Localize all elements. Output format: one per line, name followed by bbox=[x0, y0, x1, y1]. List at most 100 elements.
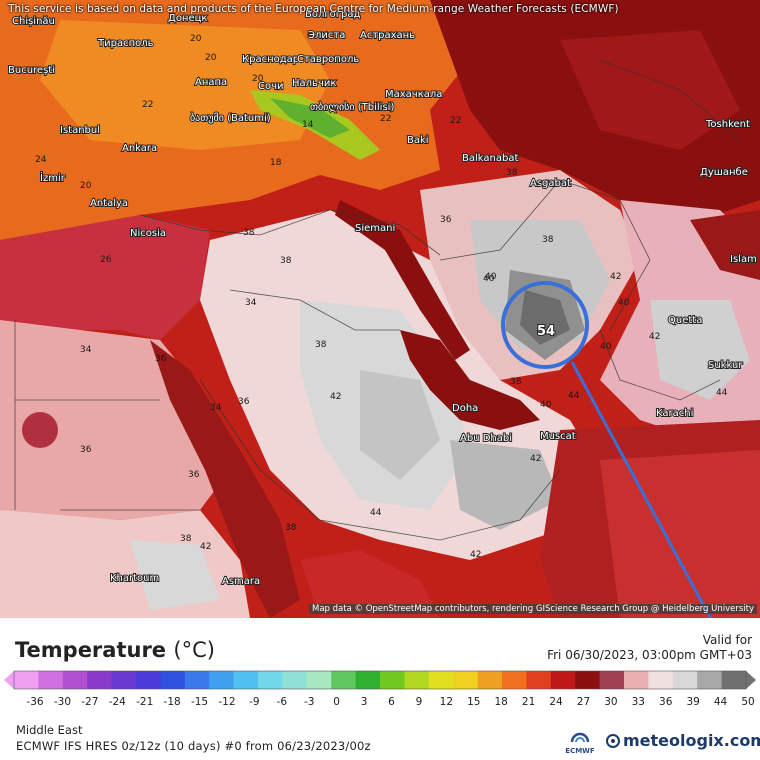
place-labels: Chișinău Донецк Волгоград Тирасполь Элиста Ас… bbox=[7, 8, 758, 588]
place-label: Ankara bbox=[122, 143, 157, 154]
colorbar-swatch bbox=[672, 671, 698, 689]
colorbar-swatch bbox=[648, 671, 674, 689]
place-label: Abu Dhabi bbox=[460, 433, 512, 444]
ecmwf-icon bbox=[570, 732, 590, 743]
place-label: Doha bbox=[452, 403, 478, 414]
temperature-label: 40 bbox=[618, 298, 630, 308]
temperature-label: 44 bbox=[370, 508, 382, 518]
temperature-label: 44 bbox=[568, 391, 580, 401]
place-label: Донецк bbox=[168, 13, 207, 24]
meteologix-label: meteologix.com bbox=[623, 731, 760, 750]
place-label: Волгоград bbox=[305, 9, 360, 20]
colorbar bbox=[4, 670, 756, 690]
highlight-circle bbox=[501, 281, 589, 369]
ecmwf-logo[interactable]: ECMWF bbox=[562, 728, 598, 756]
colorbar-tick-label: -6 bbox=[276, 696, 288, 708]
temperature-label: 38 bbox=[285, 523, 297, 533]
temperature-label: 42 bbox=[470, 550, 481, 560]
temperature-label: 36 bbox=[155, 354, 167, 364]
colorbar-swatch bbox=[38, 671, 64, 689]
colorbar-tick-label: 50 bbox=[741, 696, 755, 708]
colorbar-tick-label: 3 bbox=[360, 696, 368, 708]
colorbar-tick-label: -36 bbox=[26, 696, 44, 708]
temperature-labels: 2020202214222422182026383438364042403836… bbox=[35, 34, 728, 560]
place-label: Istanbul bbox=[60, 125, 100, 136]
colorbar-swatch bbox=[502, 671, 527, 689]
temperature-label: 20 bbox=[205, 53, 217, 63]
place-label: Toshkent bbox=[705, 119, 750, 130]
colorbar-tick-label: -15 bbox=[190, 696, 209, 708]
temperature-label: 40 bbox=[540, 400, 552, 410]
colorbar-tick-label: -3 bbox=[303, 696, 315, 708]
colorbar-swatch bbox=[477, 671, 503, 689]
place-label: Asgabat bbox=[530, 178, 571, 189]
place-label: Астрахань bbox=[360, 30, 415, 41]
place-label: Quetta bbox=[668, 315, 702, 326]
temperature-label: 22 bbox=[380, 114, 391, 124]
colorbar-tick-label: -21 bbox=[136, 696, 154, 708]
place-label: თბილისი (Tbilisi) bbox=[310, 101, 394, 113]
temperature-label: 38 bbox=[542, 235, 554, 245]
colorbar-swatch bbox=[62, 671, 88, 689]
temperature-label: 22 bbox=[450, 116, 461, 126]
temperature-map[interactable]: 54 Chișinău Донецк Волгоград Тирасполь Элист… bbox=[0, 0, 760, 618]
temperature-label: 14 bbox=[302, 120, 314, 130]
temperature-label: 38 bbox=[510, 377, 522, 387]
temperature-label: 42 bbox=[200, 542, 211, 552]
place-label: Элиста bbox=[308, 30, 345, 41]
colorbar-tick-label: -24 bbox=[108, 696, 126, 708]
colorbar-swatch bbox=[282, 671, 308, 689]
legend-title-text: Temperature bbox=[15, 638, 167, 662]
place-label: Sukkur bbox=[708, 360, 743, 371]
colorbar-tick-label: 0 bbox=[333, 696, 340, 708]
temperature-label: 34 bbox=[245, 298, 257, 308]
colorbar-max-arrow bbox=[746, 671, 756, 689]
temperature-label: 20 bbox=[252, 74, 264, 84]
place-label: Khartoum bbox=[110, 573, 159, 584]
map-canvas: 54 Chișinău Донецк Волгоград Тирасполь Элист… bbox=[0, 0, 760, 618]
temperature-label: 42 bbox=[330, 392, 341, 402]
temperature-label: 34 bbox=[80, 345, 92, 355]
place-label: Махачкала bbox=[385, 89, 442, 100]
temperature-label: 44 bbox=[716, 388, 728, 398]
colorbar-swatch bbox=[209, 671, 235, 689]
temperature-label: 38 bbox=[243, 228, 255, 238]
colorbar-tick-label: 18 bbox=[494, 696, 508, 708]
temperature-label: 24 bbox=[35, 155, 47, 165]
place-label: Siemani bbox=[355, 223, 395, 234]
colorbar-swatch bbox=[306, 671, 332, 689]
colorbar-tick-label: 24 bbox=[549, 696, 563, 708]
colorbar-swatch bbox=[599, 671, 625, 689]
place-label: Nicosia bbox=[130, 228, 166, 239]
place-label: Краснодар bbox=[242, 54, 299, 65]
place-label: Chișinău bbox=[12, 16, 55, 27]
temperature-label: 38 bbox=[315, 340, 327, 350]
colorbar-swatch bbox=[111, 671, 137, 689]
temperature-label: 42 bbox=[530, 454, 541, 464]
colorbar-swatch bbox=[87, 671, 113, 689]
place-label: ბათუმი (Batumi) bbox=[190, 112, 271, 124]
place-label: Душанбе bbox=[700, 167, 748, 178]
colorbar-tick-label: 39 bbox=[686, 696, 700, 708]
highlight-arrow bbox=[570, 361, 713, 618]
place-label: Karachi bbox=[656, 408, 693, 419]
temperature-label: 42 bbox=[610, 272, 621, 282]
colorbar-swatch bbox=[355, 671, 381, 689]
ecmwf-label: ECMWF bbox=[565, 747, 595, 755]
place-label: București bbox=[8, 65, 55, 76]
colorbar-swatch bbox=[721, 671, 747, 689]
place-label: Сочи bbox=[258, 81, 284, 92]
colorbar-swatch bbox=[160, 671, 186, 689]
place-label: Анапа bbox=[195, 77, 227, 88]
meteologix-brand[interactable]: meteologix.com bbox=[606, 731, 760, 750]
temperature-label: 34 bbox=[210, 403, 222, 413]
map-attribution: Map data © OpenStreetMap contributors, r… bbox=[309, 604, 757, 614]
colorbar-tick-label: -9 bbox=[249, 696, 260, 708]
place-label: Тирасполь bbox=[97, 38, 154, 49]
colorbar-swatch bbox=[331, 671, 357, 689]
place-label: Islam bbox=[730, 254, 757, 265]
colorbar-swatch bbox=[697, 671, 723, 689]
temperature-label: 42 bbox=[649, 332, 660, 342]
colorbar-tick-label: 9 bbox=[415, 696, 423, 708]
temperature-label: 38 bbox=[280, 256, 292, 266]
